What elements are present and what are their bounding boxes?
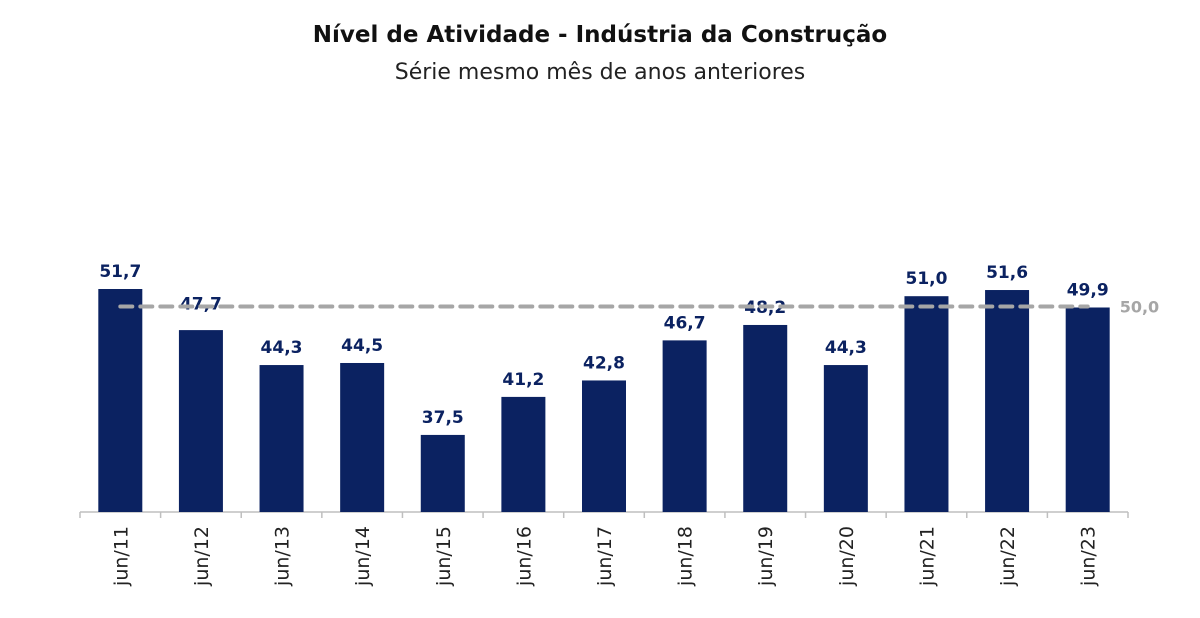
- bar-value-label: 44,5: [341, 336, 383, 356]
- x-tick-label: jun/20: [836, 526, 858, 587]
- reference-line-label: 50,0: [1120, 297, 1159, 316]
- bar: [178, 330, 223, 512]
- bar-value-label: 49,9: [1067, 280, 1109, 300]
- bar: [904, 296, 949, 512]
- bar-value-label: 44,3: [825, 338, 867, 358]
- bar-value-label: 51,0: [905, 269, 947, 289]
- bar-value-label: 44,3: [261, 338, 303, 358]
- x-tick-label: jun/13: [272, 526, 294, 587]
- x-tick-label: jun/22: [997, 526, 1019, 587]
- chart-title: Nível de Atividade - Indústria da Constr…: [312, 22, 888, 48]
- x-tick-label: jun/18: [675, 526, 697, 587]
- chart-subtitle: Série mesmo mês de anos anteriores: [394, 60, 806, 85]
- x-tick-label: jun/12: [191, 526, 213, 587]
- bar: [823, 365, 868, 512]
- x-tick-label: jun/15: [433, 526, 455, 587]
- x-tick-label: jun/11: [110, 526, 132, 587]
- bar: [662, 340, 707, 512]
- bar: [582, 380, 626, 512]
- bar-value-label: 51,7: [99, 262, 141, 282]
- bar: [98, 289, 143, 512]
- bar: [743, 324, 788, 512]
- bar: [340, 362, 385, 512]
- bar-value-label: 37,5: [422, 408, 464, 428]
- x-tick-label: jun/17: [594, 526, 616, 587]
- bar: [259, 365, 304, 512]
- bar-value-label: 46,7: [664, 313, 706, 333]
- bar-value-label: 42,8: [583, 353, 625, 373]
- bar: [501, 396, 546, 512]
- bar: [1065, 307, 1110, 512]
- x-tick-label: jun/14: [352, 526, 374, 587]
- x-tick-label: jun/23: [1078, 526, 1100, 587]
- x-tick-label: jun/21: [916, 526, 938, 587]
- bar-value-label: 41,2: [502, 370, 544, 390]
- bar-value-label: 51,6: [986, 263, 1028, 283]
- bar: [420, 434, 465, 512]
- x-tick-label: jun/16: [513, 526, 535, 587]
- bar: [985, 290, 1030, 512]
- x-tick-label: jun/19: [755, 526, 777, 587]
